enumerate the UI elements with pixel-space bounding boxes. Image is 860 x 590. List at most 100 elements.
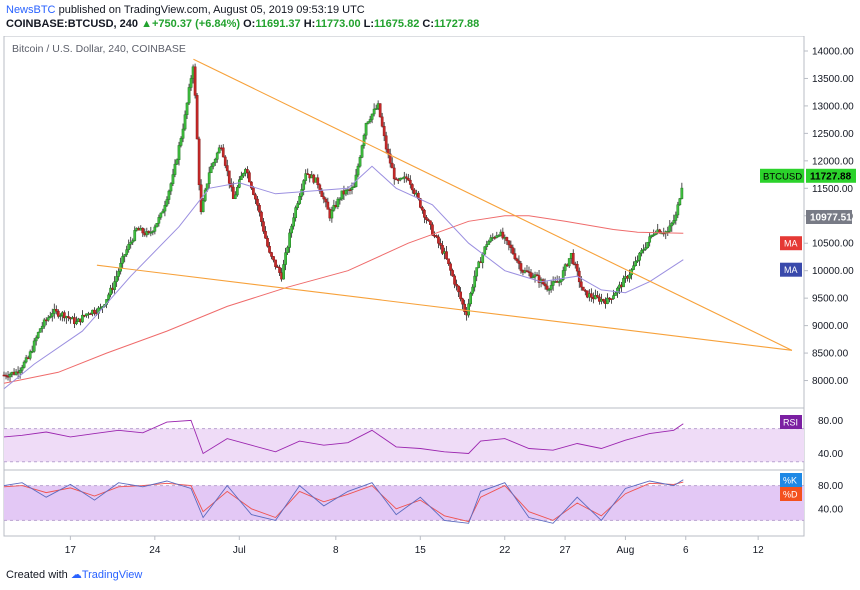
candle-up <box>650 234 654 237</box>
candle-up <box>187 87 191 104</box>
candle-down <box>412 189 416 194</box>
candle-up <box>646 241 650 248</box>
stoch-k-line <box>3 479 684 524</box>
candle-up <box>159 212 163 218</box>
candle-down <box>67 316 70 318</box>
chart-title: Bitcoin / U.S. Dollar, 240, COINBASE <box>12 43 186 55</box>
rsi-band <box>4 428 804 462</box>
candle-up <box>161 210 165 214</box>
candle-down <box>197 138 201 186</box>
rsi-tag: RSI <box>783 418 798 428</box>
candle-down <box>56 310 60 317</box>
y-tick-label: 13000.00 <box>812 101 854 112</box>
candle-down <box>326 201 330 210</box>
candle-up <box>123 254 127 257</box>
candle-down <box>221 147 225 158</box>
price-tags: BTCUSD 11727.88 10977.51 MA MA <box>760 168 856 277</box>
candle-up <box>127 244 131 250</box>
candle-up <box>145 231 149 236</box>
candle-up <box>22 361 26 368</box>
candle-up <box>213 159 217 164</box>
candle-down <box>264 231 267 239</box>
candle-up <box>211 162 215 167</box>
candle-up <box>155 222 159 228</box>
close-value: 11727.88 <box>434 18 480 30</box>
candle-down <box>439 243 442 246</box>
candle-down <box>195 95 199 140</box>
candle-down <box>270 252 273 257</box>
candle-up <box>153 226 157 232</box>
rsi-tick-label: 40.00 <box>818 449 843 460</box>
y-tick-label: 8000.00 <box>812 376 849 387</box>
high-value: 11773.00 <box>315 18 361 30</box>
ma-red-tag: MA <box>784 239 798 249</box>
y-tick-label: 11500.00 <box>812 184 853 195</box>
candle-down <box>54 309 58 312</box>
candle-up <box>356 165 360 176</box>
candle-down <box>459 291 462 300</box>
candle-down <box>463 303 466 312</box>
x-axis: 17 24 Jul 8 15 22 27 Aug 6 12 <box>65 536 764 556</box>
candle-down <box>453 275 456 285</box>
candle-up <box>286 247 289 253</box>
trendline <box>193 58 793 351</box>
candle-down <box>410 184 414 191</box>
candle-down <box>457 285 460 293</box>
candle-up <box>668 225 672 232</box>
candle-up <box>612 295 615 300</box>
candle-down <box>509 244 513 248</box>
candle-up <box>290 225 293 234</box>
candle-down <box>225 165 229 172</box>
candle-up <box>183 114 187 130</box>
candle-up <box>370 113 374 120</box>
ma-slow-line <box>3 215 684 384</box>
candle-up <box>169 183 173 192</box>
candle-up <box>350 187 354 190</box>
candle-up <box>185 102 189 115</box>
candle-up <box>173 163 177 175</box>
price-chart[interactable]: Bitcoin / U.S. Dollar, 240, COINBASE 80.… <box>0 36 860 562</box>
candle-up <box>294 207 298 218</box>
candle-down <box>141 228 145 234</box>
y-tick-label: 12000.00 <box>812 156 854 167</box>
x-tick-label: 15 <box>415 545 427 556</box>
y-tick-label: 9500.00 <box>812 294 849 305</box>
author-name[interactable]: NewsBTC <box>6 4 56 16</box>
candle-down <box>406 178 410 181</box>
candle-down <box>513 253 517 260</box>
candle-down <box>380 116 384 127</box>
candle-down <box>193 66 197 96</box>
tradingview-brand[interactable]: TradingView <box>81 569 143 581</box>
candle-up <box>666 231 670 233</box>
footer: Created with ☁TradingView <box>6 568 142 581</box>
stoch-d-line <box>3 481 684 523</box>
candle-up <box>165 199 169 206</box>
candle-down <box>441 245 444 254</box>
x-tick-label: 8 <box>333 545 339 556</box>
candle-down <box>515 258 519 262</box>
open-label: O: <box>243 18 256 30</box>
candle-up <box>302 180 306 190</box>
candle-up <box>485 244 489 248</box>
candle-up <box>477 261 481 268</box>
y-tick-label: 10500.00 <box>812 239 854 250</box>
candle-up <box>467 303 470 316</box>
candle-down <box>382 126 386 137</box>
candle-up <box>644 247 648 250</box>
candle-up <box>209 166 213 173</box>
candle-up <box>372 108 376 115</box>
candle-up <box>235 187 239 196</box>
ma-blue-tag-bg <box>780 262 802 277</box>
stoch-d-tag-bg <box>780 487 802 501</box>
ma-slow-value-tag: 10977.51 <box>810 212 852 223</box>
candle-down <box>501 231 505 239</box>
candle-up <box>352 186 356 188</box>
candle-down <box>507 240 511 246</box>
candle-down <box>256 198 259 206</box>
candle-down <box>511 247 515 254</box>
candle-down <box>519 263 523 271</box>
candle-up <box>344 189 348 195</box>
candle-up <box>557 281 561 283</box>
candle-down <box>254 194 257 200</box>
candle-down <box>322 196 326 200</box>
